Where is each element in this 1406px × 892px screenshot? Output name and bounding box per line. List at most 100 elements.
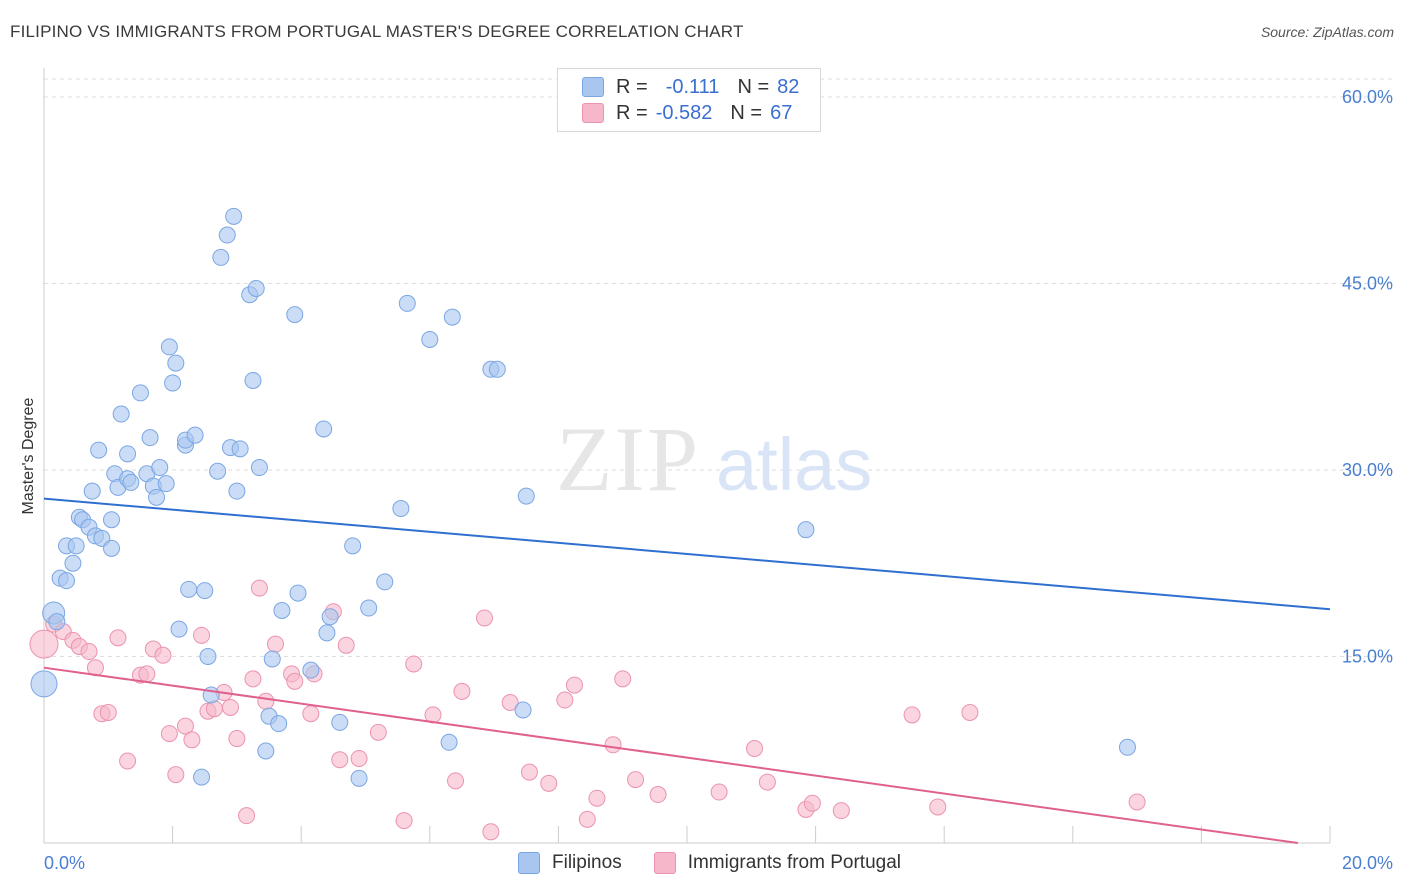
point-filipinos [286, 306, 304, 324]
point-portugal [903, 706, 921, 724]
point-filipinos [112, 405, 130, 423]
point-portugal [520, 763, 538, 781]
point-portugal [193, 626, 211, 644]
point-filipinos [170, 620, 188, 638]
legend-r-value: -0.582 [655, 101, 713, 124]
point-filipinos [360, 599, 378, 617]
point-filipinos [350, 769, 368, 787]
legend-r-value: -0.111 [665, 75, 720, 98]
point-portugal [832, 802, 850, 820]
point-filipinos [421, 330, 439, 348]
legend-n-label: N = [730, 101, 763, 124]
point-filipinos [273, 601, 291, 619]
point-filipinos [122, 473, 140, 491]
point-filipinos [209, 462, 227, 480]
series-legend: Filipinos Immigrants from Portugal [518, 852, 933, 874]
point-portugal [167, 766, 185, 784]
point-portugal [556, 691, 574, 709]
point-filipinos [148, 488, 166, 506]
point-portugal [627, 771, 645, 789]
point-filipinos [392, 500, 410, 518]
point-portugal [746, 740, 764, 758]
x-tick-label: 20.0% [1342, 853, 1393, 873]
point-portugal [337, 636, 355, 654]
point-filipinos [180, 580, 198, 598]
point-filipinos [83, 482, 101, 500]
point-portugal [302, 705, 320, 723]
point-portugal [453, 682, 471, 700]
point-filipinos [228, 482, 246, 500]
point-portugal [710, 783, 728, 801]
legend-item-filipinos: Filipinos [518, 852, 622, 874]
legend-swatch-blue [582, 77, 604, 97]
point-portugal [405, 655, 423, 673]
point-portugal [154, 646, 172, 664]
point-filipinos [164, 374, 182, 392]
point-filipinos [48, 613, 66, 631]
point-filipinos [119, 445, 137, 463]
point-portugal [109, 629, 127, 647]
point-filipinos [193, 768, 211, 786]
y-tick-label: 30.0% [1342, 460, 1393, 480]
point-portugal [160, 725, 178, 743]
point-filipinos [199, 648, 217, 665]
point-filipinos [344, 537, 362, 555]
legend-swatch-pink [653, 852, 676, 874]
series-filipinos-points [30, 207, 1136, 787]
legend-swatch-blue [518, 852, 540, 874]
point-filipinos [167, 354, 185, 372]
gridlines [44, 78, 1392, 657]
trend-lines [43, 497, 1331, 844]
point-portugal [447, 772, 465, 790]
point-filipinos [250, 459, 268, 477]
point-filipinos [141, 429, 159, 447]
point-portugal [99, 703, 117, 721]
point-filipinos [270, 715, 288, 733]
point-filipinos [257, 742, 275, 760]
point-portugal [286, 672, 304, 690]
point-portugal [803, 794, 821, 812]
series-portugal-points [29, 579, 1146, 841]
watermark: ZIP atlas [556, 408, 872, 510]
point-filipinos [244, 371, 262, 389]
point-portugal [614, 670, 632, 688]
trend-line-filipinos [43, 497, 1331, 611]
point-filipinos [376, 573, 394, 591]
point-filipinos [263, 650, 281, 668]
legend-row-portugal: R = -0.582 N = 67 [582, 101, 792, 125]
y-tick-label: 15.0% [1342, 647, 1393, 667]
point-filipinos [225, 207, 243, 225]
point-filipinos [440, 733, 458, 751]
point-portugal [176, 717, 194, 735]
point-filipinos [67, 537, 85, 555]
point-filipinos [160, 338, 178, 356]
point-filipinos [231, 440, 249, 458]
point-filipinos [151, 459, 169, 477]
point-portugal [475, 609, 493, 627]
point-portugal [29, 629, 59, 659]
legend-r-label: R = [616, 101, 648, 124]
point-filipinos [398, 294, 416, 312]
point-portugal [758, 773, 776, 791]
point-filipinos [331, 713, 349, 731]
legend-n-value: 82 [777, 75, 800, 98]
axes [43, 68, 1331, 844]
point-filipinos [103, 511, 121, 529]
point-filipinos [186, 426, 204, 444]
point-portugal [228, 730, 246, 748]
point-filipinos [289, 584, 307, 602]
point-filipinos [443, 308, 461, 326]
point-portugal [369, 723, 387, 741]
legend-n-label: N = [737, 75, 770, 98]
point-filipinos [1118, 738, 1136, 756]
point-filipinos [64, 554, 82, 572]
legend-swatch-pink [582, 103, 604, 123]
point-portugal [588, 789, 606, 807]
point-portugal [649, 786, 667, 804]
legend-label-filipinos: Filipinos [552, 852, 622, 873]
legend-label-portugal: Immigrants from Portugal [687, 852, 901, 873]
point-portugal [929, 798, 947, 816]
point-portugal [238, 807, 256, 825]
point-filipinos [218, 226, 236, 244]
